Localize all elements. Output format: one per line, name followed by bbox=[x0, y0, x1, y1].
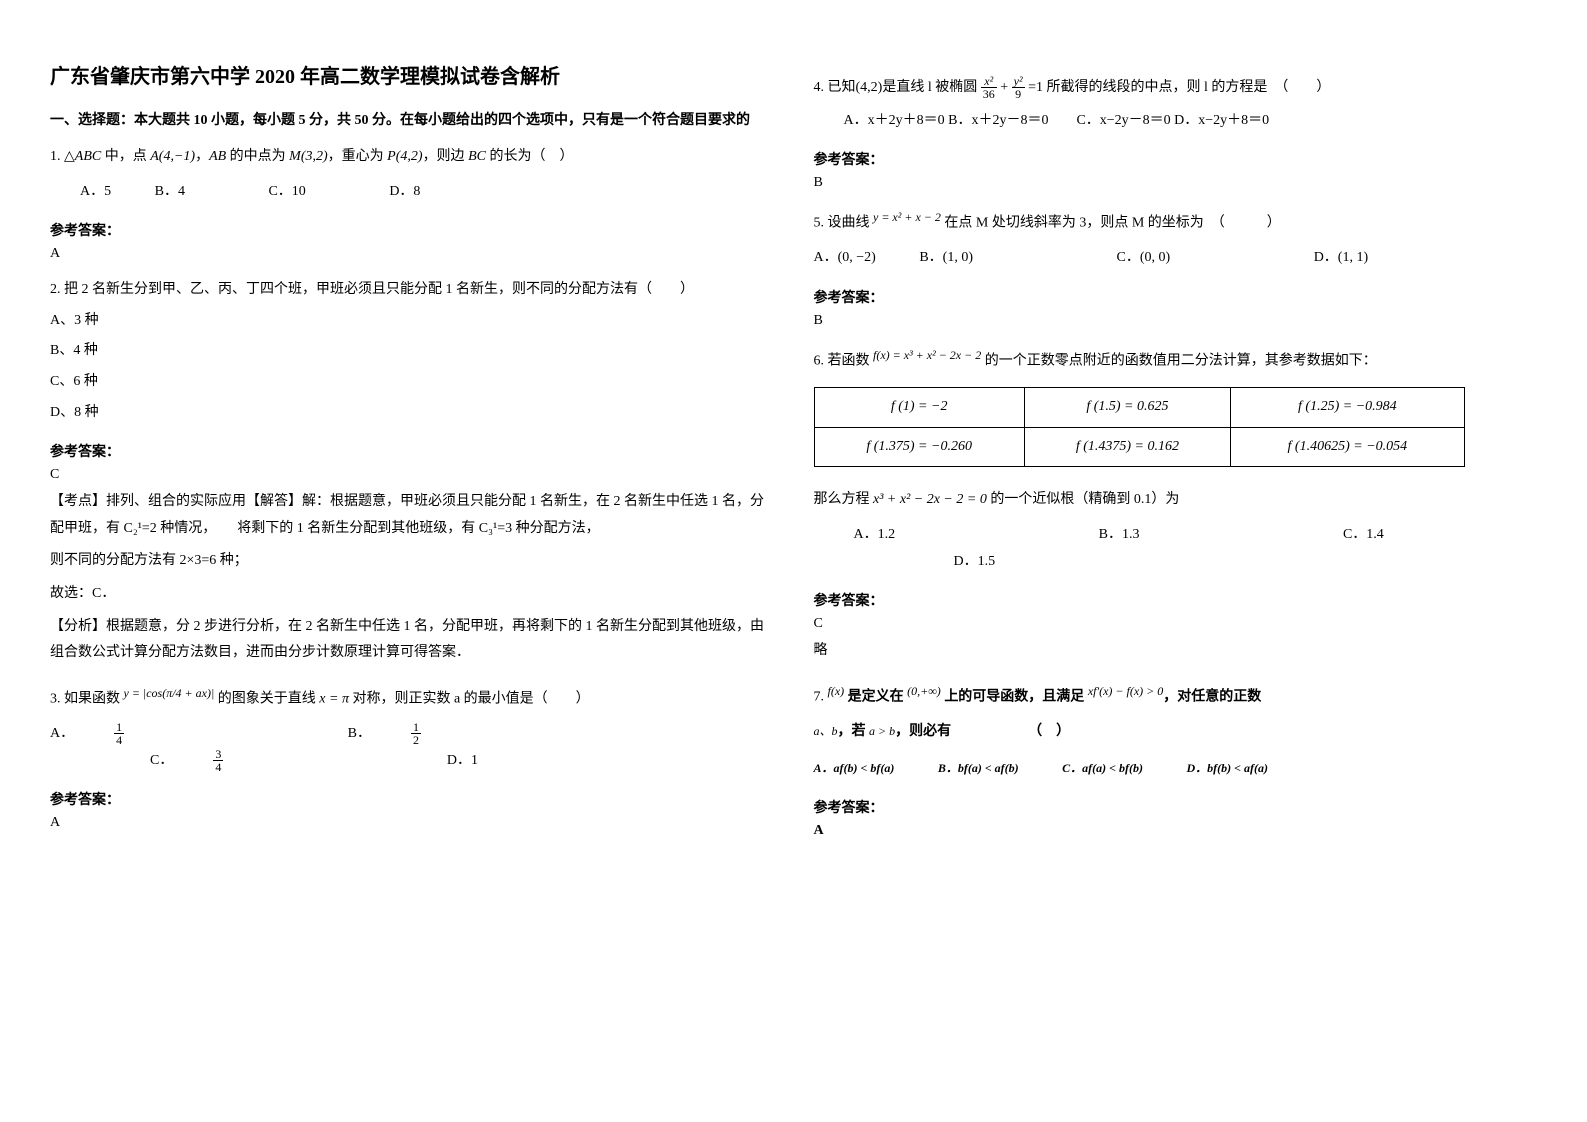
question-1: 1. △ABC 中，点 A(4,−1)，AB 的中点为 M(3,2)，重心为 P… bbox=[50, 144, 774, 205]
q1-answer-label: 参考答案： bbox=[50, 220, 774, 240]
q2-exp1: 【考点】排列、组合的实际应用【解答】解：根据题意，甲班必须且只能分配 1 名新生… bbox=[50, 489, 774, 542]
q5-opt-b: B．(1, 0) bbox=[919, 245, 973, 272]
question-5: 5. 设曲线 y = x² + x − 2 在点 M 处切线斜率为 3，则点 M… bbox=[814, 206, 1538, 272]
question-3: 3. 如果函数 y = |cos(π/4 + ax)| 的图象关于直线 x = … bbox=[50, 682, 774, 774]
q3-opt-c: C．34 bbox=[150, 748, 303, 775]
q2-answer-label: 参考答案： bbox=[50, 441, 774, 461]
q2-opt-a: A、3 种 bbox=[50, 308, 774, 335]
section-1-heading: 一、选择题：本大题共 10 小题，每小题 5 分，共 50 分。在每小题给出的四… bbox=[50, 109, 774, 129]
q7-opt-a: A．af(b) < bf(a) bbox=[814, 756, 895, 783]
q6-stem2: 那么方程 x³ + x² − 2x − 2 = 0 的一个近似根（精确到 0.1… bbox=[814, 487, 1538, 514]
q2-exp2: 则不同的分配方法有 2×3=6 种； bbox=[50, 548, 774, 575]
q6-opt-c: C．1.4 bbox=[1343, 522, 1384, 549]
q3-opt-d: D．1 bbox=[447, 748, 478, 775]
q7-opt-c: C．af(a) < bf(b) bbox=[1062, 756, 1143, 783]
q6-options: A．1.2 B．1.3 C．1.4 D．1.5 bbox=[854, 522, 1538, 575]
q5-answer: B bbox=[814, 313, 1538, 329]
q4-answer: B bbox=[814, 175, 1538, 191]
question-2: 2. 把 2 名新生分到甲、乙、丙、丁四个班，甲班必须且只能分配 1 名新生，则… bbox=[50, 277, 774, 426]
q5-options: A．(0, −2) B．(1, 0) C．(0, 0) D．(1, 1) bbox=[814, 245, 1538, 272]
q1-opt-b: B．4 bbox=[155, 179, 185, 206]
q3-opt-b: B．12 bbox=[348, 721, 501, 748]
q1-opt-d: D．8 bbox=[389, 179, 420, 206]
q2-stem: 2. 把 2 名新生分到甲、乙、丙、丁四个班，甲班必须且只能分配 1 名新生，则… bbox=[50, 277, 774, 304]
question-6: 6. 若函数 f(x) = x³ + x² − 2x − 2 的一个正数零点附近… bbox=[814, 344, 1538, 575]
q4-options: A．x＋2y＋8＝0 B．x＋2y－8＝0 C．x−2y－8＝0 D．x−2y＋… bbox=[844, 108, 1538, 135]
exam-title: 广东省肇庆市第六中学 2020 年高二数学理模拟试卷含解析 bbox=[50, 60, 774, 89]
q7-answer-label: 参考答案： bbox=[814, 797, 1538, 817]
q3-options: A．14 B．12 C．34 D．1 bbox=[50, 721, 774, 774]
q6-table: f (1) = −2 f (1.5) = 0.625 f (1.25) = −0… bbox=[814, 387, 1465, 467]
q7-answer: A bbox=[814, 823, 1538, 839]
q4-answer-label: 参考答案： bbox=[814, 149, 1538, 169]
q6-answer-label: 参考答案： bbox=[814, 590, 1538, 610]
q2-opt-d: D、8 种 bbox=[50, 400, 774, 427]
q2-opt-c: C、6 种 bbox=[50, 369, 774, 396]
q1-text: 1. △ABC 中，点 A(4,−1)，AB 的中点为 M(3,2)，重心为 P… bbox=[50, 149, 573, 164]
q1-options: A．5 B．4 C．10 D．8 bbox=[80, 179, 774, 206]
right-column: 4. 已知(4,2)是直线 l 被椭圆 x²36 + y²9 =1 所截得的线段… bbox=[814, 60, 1538, 845]
q7-opt-d: D．bf(b) < af(a) bbox=[1186, 756, 1267, 783]
q2-exp4: 【分析】根据题意，分 2 步进行分析，在 2 名新生中任选 1 名，分配甲班，再… bbox=[50, 614, 774, 667]
q6-opt-d: D．1.5 bbox=[954, 549, 996, 576]
q1-opt-c: C．10 bbox=[268, 179, 305, 206]
q1-answer: A bbox=[50, 246, 774, 262]
q2-opt-b: B、4 种 bbox=[50, 338, 774, 365]
q3-answer: A bbox=[50, 815, 774, 831]
q5-answer-label: 参考答案： bbox=[814, 287, 1538, 307]
q7-options: A．af(b) < bf(a) B．bf(a) < af(b) C．af(a) … bbox=[814, 756, 1538, 783]
q3-func: y = |cos(π/4 + ax)| bbox=[124, 686, 215, 700]
q6-opt-b: B．1.3 bbox=[1099, 522, 1140, 549]
table-row: f (1.375) = −0.260 f (1.4375) = 0.162 f … bbox=[814, 427, 1464, 467]
q5-opt-d: D．(1, 1) bbox=[1314, 245, 1368, 272]
q3-opt-a: A．14 bbox=[50, 721, 204, 748]
question-4: 4. 已知(4,2)是直线 l 被椭圆 x²36 + y²9 =1 所截得的线段… bbox=[814, 75, 1538, 134]
question-7: 7. f(x) 是定义在 (0,+∞) 上的可导函数，且满足 xf′(x) − … bbox=[814, 680, 1538, 782]
q5-opt-c: C．(0, 0) bbox=[1117, 245, 1171, 272]
q2-exp3: 故选：C． bbox=[50, 581, 774, 608]
q1-opt-a: A．5 bbox=[80, 179, 111, 206]
q5-opt-a: A．(0, −2) bbox=[814, 245, 876, 272]
q6-exp: 略 bbox=[814, 638, 1538, 665]
left-column: 广东省肇庆市第六中学 2020 年高二数学理模拟试卷含解析 一、选择题：本大题共… bbox=[50, 60, 774, 845]
exam-page: 广东省肇庆市第六中学 2020 年高二数学理模拟试卷含解析 一、选择题：本大题共… bbox=[0, 0, 1587, 905]
q3-answer-label: 参考答案： bbox=[50, 789, 774, 809]
q2-options: A、3 种 B、4 种 C、6 种 D、8 种 bbox=[50, 308, 774, 426]
q6-opt-a: A．1.2 bbox=[854, 522, 896, 549]
q6-answer: C bbox=[814, 616, 1538, 632]
q2-answer: C bbox=[50, 467, 774, 483]
q7-opt-b: B．bf(a) < af(b) bbox=[938, 756, 1019, 783]
table-row: f (1) = −2 f (1.5) = 0.625 f (1.25) = −0… bbox=[814, 388, 1464, 428]
